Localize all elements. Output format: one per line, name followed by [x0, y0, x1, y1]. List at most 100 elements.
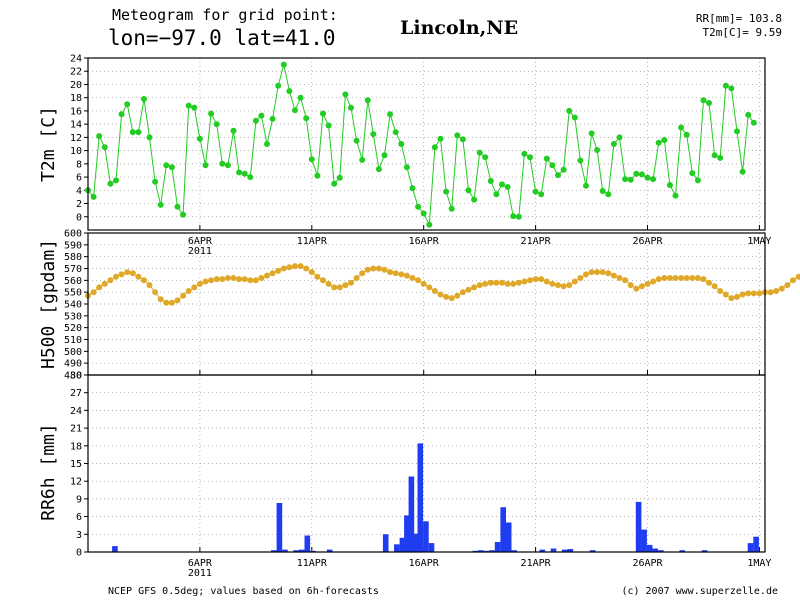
- y-tick-label: 24: [70, 54, 82, 65]
- y-tick-label: 4: [76, 186, 82, 197]
- data-point: [420, 280, 427, 287]
- data-point: [387, 269, 394, 276]
- data-point: [336, 174, 343, 181]
- data-point: [241, 170, 248, 177]
- y-tick-label: 530: [64, 311, 82, 322]
- data-point: [605, 191, 612, 198]
- data-point: [599, 269, 606, 276]
- date-label: 16APR: [409, 558, 440, 569]
- data-point: [661, 137, 668, 143]
- data-point: [790, 277, 796, 284]
- data-point: [146, 282, 153, 289]
- data-point: [403, 164, 410, 171]
- footer-source: NCEP GFS 0.5deg; values based on 6h-fore…: [108, 586, 379, 597]
- data-point: [599, 188, 606, 194]
- data-point: [650, 176, 657, 183]
- data-point: [280, 61, 287, 68]
- y-tick-label: 480: [64, 371, 82, 382]
- y-tick-label: 490: [64, 359, 82, 370]
- data-point: [353, 137, 360, 144]
- data-point: [252, 277, 259, 284]
- rr6h-ylabel: RR6h [mm]: [38, 423, 59, 521]
- data-point: [107, 277, 114, 284]
- data-point: [437, 135, 444, 142]
- data-point: [594, 147, 601, 153]
- date-label: 11APR: [297, 236, 328, 247]
- data-point: [515, 213, 522, 220]
- y-tick-label: 560: [64, 276, 82, 287]
- y-tick-label: 6: [76, 512, 82, 523]
- data-point: [364, 97, 371, 104]
- data-point: [745, 290, 752, 297]
- data-point: [538, 191, 545, 198]
- data-point: [644, 280, 651, 287]
- date-label: 21APR: [521, 236, 552, 247]
- precip-bar: [298, 549, 305, 552]
- data-point: [168, 164, 175, 171]
- data-point: [700, 97, 707, 104]
- precip-bar: [505, 522, 512, 552]
- precip-bar: [382, 534, 389, 552]
- data-point: [135, 129, 142, 136]
- precip-bar: [494, 542, 501, 552]
- data-point: [437, 291, 444, 298]
- date-label: 26APR: [632, 236, 663, 247]
- data-point: [320, 110, 326, 117]
- data-point: [303, 265, 310, 272]
- data-point: [387, 111, 394, 118]
- data-point: [292, 263, 298, 270]
- y-tick-label: 24: [70, 406, 82, 417]
- data-point: [476, 149, 483, 156]
- data-point: [275, 267, 282, 274]
- data-point: [135, 273, 142, 280]
- precip-bar: [550, 548, 557, 552]
- data-point: [196, 135, 203, 142]
- data-point: [689, 170, 696, 177]
- data-point: [275, 82, 282, 89]
- precip-bar: [428, 543, 435, 552]
- data-point: [650, 278, 657, 285]
- data-point: [241, 276, 248, 283]
- precip-bar: [282, 549, 288, 552]
- data-point: [538, 276, 545, 283]
- data-point: [633, 170, 640, 177]
- location-title: Lincoln,NE: [400, 17, 518, 39]
- data-point: [448, 205, 455, 212]
- data-point: [527, 277, 533, 284]
- precip-bar: [589, 550, 596, 552]
- y-tick-label: 8: [76, 159, 82, 170]
- data-point: [90, 193, 97, 200]
- data-point: [157, 201, 164, 208]
- precip-bar: [679, 550, 685, 552]
- data-point: [532, 276, 539, 283]
- data-point: [264, 141, 270, 147]
- data-point: [750, 290, 757, 297]
- data-point: [325, 122, 332, 129]
- y-tick-label: 10: [70, 146, 82, 157]
- data-point: [482, 154, 489, 161]
- data-point: [146, 134, 153, 141]
- y-tick-label: 12: [70, 477, 82, 488]
- data-point: [571, 114, 578, 121]
- data-point: [745, 111, 752, 118]
- data-point: [141, 277, 147, 284]
- data-point: [493, 279, 500, 286]
- data-point: [493, 191, 500, 198]
- data-point: [392, 129, 399, 136]
- y-tick-label: 18: [70, 93, 82, 104]
- y-tick-label: 600: [64, 229, 82, 240]
- rr6h-panel: RR6h [mm] 0 3 6 9 12 15 18 21 24 27 30 6APR 11APR 16A…: [38, 371, 771, 580]
- data-point: [403, 272, 410, 279]
- y-tick-label: 0: [76, 212, 82, 223]
- precip-bar: [394, 544, 400, 552]
- data-point: [454, 132, 461, 139]
- data-point: [549, 280, 556, 287]
- data-point: [258, 112, 265, 119]
- data-point: [336, 284, 343, 291]
- data-point: [638, 283, 645, 290]
- data-point: [672, 275, 679, 281]
- data-point: [627, 176, 634, 183]
- data-point: [280, 265, 287, 272]
- data-point: [269, 270, 276, 277]
- data-point: [577, 157, 584, 164]
